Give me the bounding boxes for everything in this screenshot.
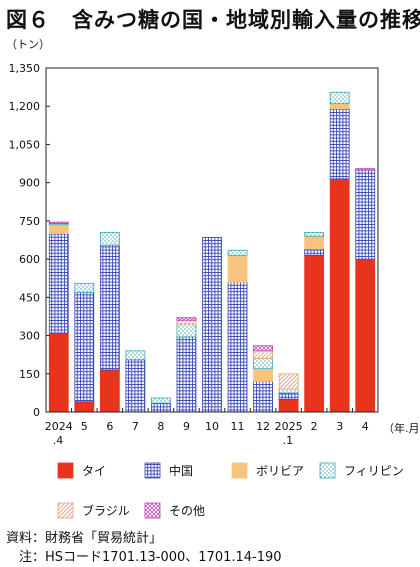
bar-segment-12-series-2 — [329, 108, 350, 180]
axis-layer: 0 150 300 450 600 750 900 1,050 1,200 1,350 2024.4… — [9, 62, 379, 447]
legend-swatch — [57, 462, 74, 479]
y-tick-label: 150 — [19, 368, 40, 381]
bar-segment-13-series-6 — [355, 168, 376, 171]
y-tick-label: 900 — [19, 177, 40, 190]
legend-label: フィリピン — [344, 464, 404, 478]
x-tick-label: 11 — [231, 420, 245, 433]
x-tick-label: 5 — [81, 420, 88, 433]
bar-segment-9-series-4 — [253, 358, 273, 370]
x-tick-label: 2025 — [275, 420, 303, 433]
bar-segment-11-series-1 — [304, 254, 325, 413]
bar-segment-9-series-5 — [253, 350, 273, 359]
x-tick-label: 3 — [336, 420, 343, 433]
legend-swatch — [57, 502, 74, 519]
bars-layer — [48, 91, 376, 413]
bar-segment-1-series-2 — [48, 233, 69, 334]
chart-title: 図６ 含みつ糖の国・地域別輸入量の推移 — [6, 8, 420, 32]
bar-segment-13-series-2 — [355, 169, 376, 260]
x-tick-label: 2 — [311, 420, 318, 433]
bar-segment-10-series-4 — [278, 388, 299, 394]
x-tick-label: 9 — [183, 420, 190, 433]
bar-segment-5-series-2 — [151, 402, 171, 413]
bar-segment-10-series-5 — [278, 373, 299, 390]
x-tick-label: 6 — [106, 420, 113, 433]
bar-segment-10-series-2 — [278, 392, 299, 400]
bar-segment-5-series-4 — [151, 397, 171, 404]
bar-segment-9-series-3 — [253, 368, 273, 382]
bar-segment-11-series-2 — [304, 248, 325, 256]
x-tick-label: 12 — [256, 420, 270, 433]
x-tick-label: 10 — [205, 420, 219, 433]
legend-label: ボリビア — [256, 464, 304, 478]
legend-swatch — [144, 462, 161, 479]
bar-segment-11-series-4 — [304, 231, 325, 237]
legend-label: その他 — [169, 504, 205, 518]
bar-segment-4-series-4 — [125, 350, 146, 361]
x-tick-label: 4 — [362, 420, 369, 433]
legend-label: ブラジル — [82, 503, 130, 518]
bar-segment-1-series-3 — [48, 224, 69, 235]
bar-segment-10-series-1 — [278, 398, 299, 413]
bar-segment-2-series-2 — [74, 291, 95, 403]
y-tick-label: 0 — [33, 406, 40, 419]
legend-label: タイ — [82, 464, 106, 478]
y-tick-label: 450 — [19, 291, 40, 304]
bar-segment-6-series-4 — [176, 323, 197, 338]
bar-segment-3-series-4 — [99, 231, 120, 246]
legend-swatch — [144, 502, 161, 519]
bar-segment-2-series-1 — [74, 401, 95, 413]
bar-segment-6-series-5 — [176, 319, 197, 325]
x-tick-label: 7 — [132, 420, 139, 433]
bar-segment-8-series-4 — [227, 249, 248, 256]
y-tick-label: 300 — [19, 330, 40, 343]
bar-segment-2-series-4 — [74, 282, 95, 293]
bar-segment-3-series-2 — [99, 244, 120, 371]
x-tick-label: 8 — [157, 420, 164, 433]
bar-segment-4-series-2 — [125, 359, 146, 413]
bar-segment-12-series-3 — [329, 103, 350, 110]
bar-segment-1-series-6 — [48, 221, 69, 224]
bar-segment-12-series-4 — [329, 91, 350, 105]
x-tick-sublabel: .4 — [53, 434, 64, 447]
bar-segment-6-series-2 — [176, 336, 197, 413]
y-tick-label: 1,050 — [9, 138, 41, 151]
source-note: 資料：財務省「貿易統計」 — [6, 531, 163, 546]
bar-segment-1-series-1 — [48, 332, 69, 413]
bar-segment-8-series-2 — [227, 281, 248, 413]
hs-code-note: 注：HSコード1701.13-000、1701.14-190 — [6, 550, 282, 565]
x-tick-label: 2024 — [45, 420, 73, 433]
bar-segment-11-series-3 — [304, 235, 325, 250]
bar-segment-7-series-2 — [202, 237, 222, 413]
bar-segment-3-series-1 — [99, 369, 120, 413]
y-tick-label: 1,200 — [9, 100, 41, 113]
x-axis-label: （年.月） — [383, 421, 420, 435]
plot-frame — [45, 67, 379, 413]
bar-segment-13-series-1 — [355, 258, 376, 413]
x-tick-sublabel: .1 — [283, 434, 294, 447]
legend-swatch — [319, 462, 336, 479]
legend-label: 中国 — [169, 463, 193, 478]
bar-segment-12-series-1 — [329, 178, 350, 413]
y-tick-label: 750 — [19, 215, 40, 228]
legend-swatch — [231, 462, 248, 479]
y-axis-label: （トン） — [6, 38, 50, 51]
y-tick-label: 600 — [19, 253, 40, 266]
bar-segment-6-series-6 — [176, 317, 197, 321]
bar-segment-9-series-6 — [253, 345, 273, 352]
bar-segment-8-series-3 — [227, 254, 248, 283]
y-tick-label: 1,350 — [9, 62, 41, 75]
bar-segment-9-series-2 — [253, 381, 273, 413]
